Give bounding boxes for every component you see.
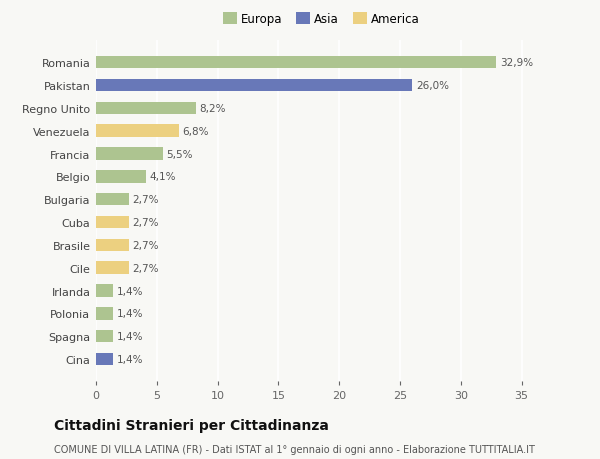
Bar — [96, 216, 129, 229]
Text: 2,7%: 2,7% — [133, 195, 159, 205]
Bar — [96, 239, 129, 252]
Text: 26,0%: 26,0% — [416, 81, 449, 91]
Bar — [96, 148, 163, 161]
Text: 5,5%: 5,5% — [167, 149, 193, 159]
Bar — [96, 102, 196, 115]
Bar — [96, 262, 129, 274]
Legend: Europa, Asia, America: Europa, Asia, America — [223, 13, 419, 26]
Text: 1,4%: 1,4% — [116, 354, 143, 364]
Text: 32,9%: 32,9% — [500, 58, 533, 68]
Text: 1,4%: 1,4% — [116, 331, 143, 341]
Text: 4,1%: 4,1% — [149, 172, 176, 182]
Bar — [96, 308, 113, 320]
Text: 8,2%: 8,2% — [199, 104, 226, 113]
Text: 6,8%: 6,8% — [182, 126, 209, 136]
Bar — [96, 194, 129, 206]
Text: COMUNE DI VILLA LATINA (FR) - Dati ISTAT al 1° gennaio di ogni anno - Elaborazio: COMUNE DI VILLA LATINA (FR) - Dati ISTAT… — [54, 444, 535, 454]
Bar — [96, 285, 113, 297]
Text: 2,7%: 2,7% — [133, 218, 159, 228]
Text: 2,7%: 2,7% — [133, 263, 159, 273]
Bar — [96, 171, 146, 183]
Text: 2,7%: 2,7% — [133, 241, 159, 250]
Text: 1,4%: 1,4% — [116, 309, 143, 319]
Bar — [96, 125, 179, 138]
Bar — [96, 57, 496, 69]
Bar — [96, 79, 412, 92]
Text: 1,4%: 1,4% — [116, 286, 143, 296]
Text: Cittadini Stranieri per Cittadinanza: Cittadini Stranieri per Cittadinanza — [54, 418, 329, 432]
Bar — [96, 330, 113, 343]
Bar — [96, 353, 113, 365]
